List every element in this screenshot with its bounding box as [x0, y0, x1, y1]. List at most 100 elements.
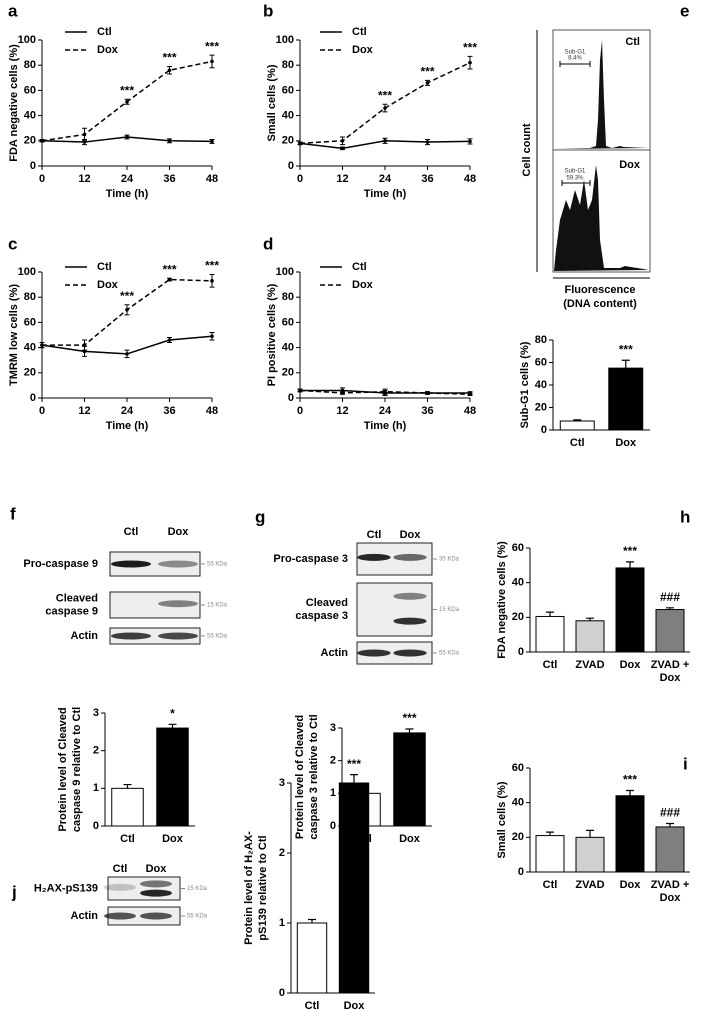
blot-band	[393, 592, 427, 600]
point	[167, 139, 172, 143]
point	[298, 388, 302, 393]
y-tick-label: 1	[93, 782, 99, 794]
y-tick-label: 3	[330, 722, 336, 734]
y-tick-label: 2	[330, 755, 336, 767]
blot-band	[158, 632, 198, 640]
x-tick-label: Dox	[620, 879, 642, 891]
flow-ylabel: Cell count	[521, 123, 533, 177]
point	[383, 106, 387, 110]
marker-label: 15 KDa	[207, 603, 228, 609]
bar	[615, 795, 645, 873]
bar	[111, 787, 144, 827]
point	[383, 389, 387, 394]
point	[425, 81, 430, 85]
bar	[393, 732, 426, 827]
bar	[655, 609, 685, 653]
y-tick-label: 3	[279, 777, 285, 789]
x-tick-label: 24	[379, 405, 392, 417]
point	[125, 308, 129, 312]
annotation: ***	[120, 83, 134, 97]
lane-label: Dox	[168, 526, 190, 538]
annotation: *	[170, 706, 175, 720]
annotation: ***	[205, 259, 219, 273]
point	[468, 139, 472, 144]
annotation: ***	[162, 262, 176, 276]
blot-band	[393, 553, 427, 561]
y-tick-label: 80	[535, 334, 547, 346]
x-tick-label: Ctl	[305, 1000, 320, 1010]
gate-percent: 8.4%	[568, 56, 582, 62]
x-tick-label: ZVAD +	[651, 879, 690, 891]
x-tick-label: 36	[163, 173, 175, 185]
error-bar	[546, 831, 554, 836]
point	[210, 334, 214, 339]
x-tick-label: 0	[39, 173, 45, 185]
x-tick-label: Ctl	[543, 659, 558, 671]
x-tick-label: Dox	[615, 437, 637, 449]
x-tick-label: 48	[464, 173, 476, 185]
blot-label: caspase 3	[295, 610, 348, 622]
histogram	[554, 165, 649, 271]
y-axis-label: pS139 relative to Ctl	[257, 835, 269, 940]
annotation: ***	[347, 757, 361, 771]
panel-letter: i	[683, 754, 688, 773]
y-tick-label: 20	[282, 367, 294, 379]
x-tick-label: Dox	[399, 833, 421, 845]
annotation: ***	[619, 342, 633, 356]
y-tick-label: 60	[512, 542, 524, 554]
bar	[156, 727, 189, 827]
blot	[109, 591, 201, 619]
marker-label: 15 KDa	[439, 607, 460, 613]
x-tick-label: 36	[421, 173, 433, 185]
point	[340, 146, 345, 151]
point	[468, 392, 472, 397]
blot-label: Pro-caspase 3	[273, 553, 348, 565]
blot-label: Cleaved	[306, 597, 348, 609]
y-tick-label: 40	[24, 342, 36, 354]
legend-label: Ctl	[97, 261, 112, 273]
legend-label: Ctl	[97, 26, 112, 38]
blot-band	[393, 649, 427, 657]
y-tick-label: 100	[18, 266, 36, 278]
point	[425, 140, 430, 144]
y-tick-label: 40	[282, 110, 294, 122]
blot-band	[104, 883, 136, 891]
y-tick-label: 60	[282, 84, 294, 96]
histogram	[554, 40, 649, 149]
blot-band	[158, 560, 198, 568]
marker-label: 55 KDa	[439, 651, 460, 657]
bar	[655, 826, 685, 873]
annotation: ***	[162, 51, 176, 65]
panel-letter: b	[263, 1, 273, 20]
y-axis-label: FDA negative cells (%)	[496, 541, 508, 659]
blot-band	[357, 649, 391, 657]
annotation: ***	[120, 289, 134, 303]
marker-label: 55 KDa	[207, 634, 228, 640]
blot-label: H₂AX-pS139	[34, 882, 98, 894]
point	[125, 352, 129, 356]
point	[383, 139, 387, 143]
point	[298, 141, 302, 146]
annotation: ***	[378, 88, 392, 102]
blot	[356, 582, 433, 637]
point	[340, 139, 345, 143]
y-axis-label: Protein level of Cleaved	[57, 707, 69, 831]
x-tick-label: 0	[39, 405, 45, 417]
x-tick-label: Dox	[660, 892, 682, 904]
y-tick-label: 0	[93, 820, 99, 832]
y-tick-label: 0	[518, 866, 524, 878]
error-bar	[586, 829, 594, 838]
y-axis-label: caspase 9 relative to Ctl	[71, 707, 83, 832]
gate-percent: 59.3%	[566, 176, 584, 182]
y-tick-label: 0	[288, 160, 294, 172]
blot-band	[111, 560, 151, 568]
error-bar	[168, 723, 177, 729]
gate-label: Sub-G1	[565, 169, 586, 175]
x-tick-label: 48	[206, 405, 218, 417]
x-axis-label: Time (h)	[364, 420, 407, 432]
y-tick-label: 0	[518, 646, 524, 658]
annotation: ***	[623, 773, 637, 787]
point	[125, 99, 129, 104]
y-tick-label: 20	[282, 135, 294, 147]
